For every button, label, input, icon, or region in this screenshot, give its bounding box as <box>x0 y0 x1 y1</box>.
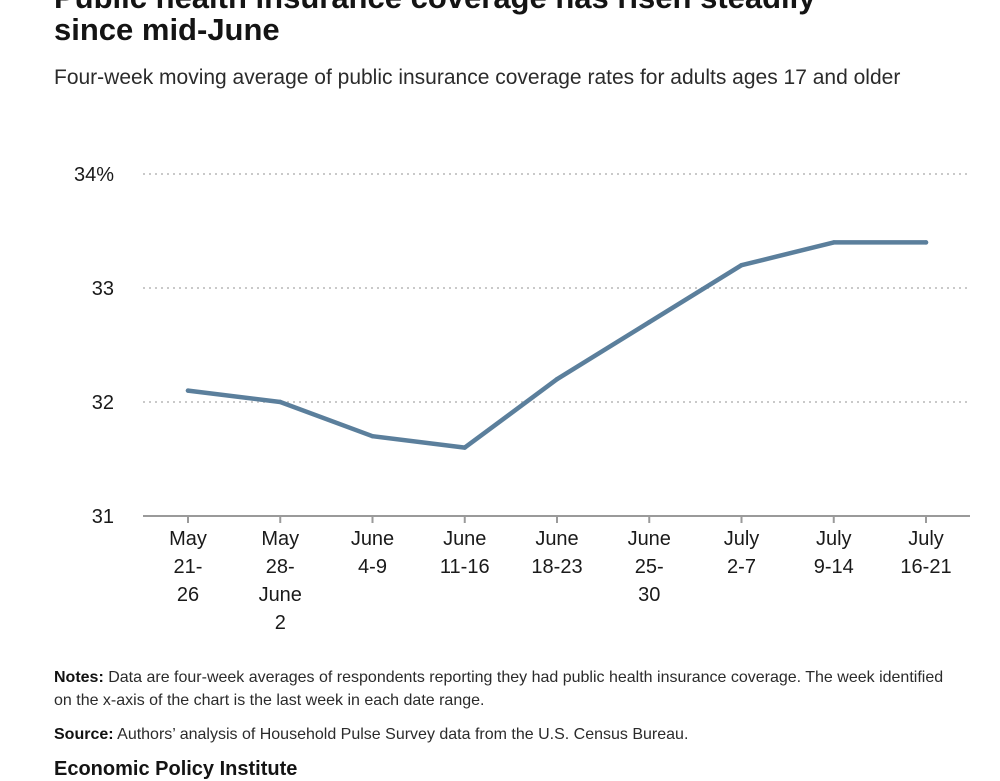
x-tick-label: July 2-7 <box>724 528 760 578</box>
series-layer <box>185 240 929 450</box>
source-label: Source: <box>54 726 114 743</box>
x-tick-label: May 21-26 <box>169 528 207 606</box>
line-chart: 31 32 33 34% May 21-26 May 28-June 2 June 4-9 June… <box>74 164 970 634</box>
data-point <box>831 240 836 245</box>
data-point <box>185 388 191 393</box>
x-tick-label: June 4-9 <box>351 528 394 578</box>
x-tick-label: May 28-June 2 <box>259 528 302 634</box>
notes-text: Data are four-week averages of responden… <box>54 669 944 709</box>
chart-notes: Notes: Data are four-week averages of re… <box>54 666 954 712</box>
y-axis-ticks: 31 32 33 34% <box>74 164 114 528</box>
data-point <box>370 434 375 439</box>
organization-name: Economic Policy Institute <box>54 758 298 780</box>
x-tick-label: June 11-16 <box>440 528 490 578</box>
chart-title-line-1: Public health insurance coverage has ris… <box>54 0 816 16</box>
x-axis-ticks: May 21-26 May 28-June 2 June 4-9 June 11-16 June 1… <box>169 516 952 634</box>
x-tick-label: June 18-23 <box>531 528 582 578</box>
gridlines <box>143 173 970 517</box>
x-tick-label: July 9-14 <box>814 528 854 578</box>
y-tick-label: 33 <box>92 278 114 300</box>
data-point <box>554 377 560 382</box>
x-tick-label: July 16-21 <box>900 528 951 578</box>
chart-source: Source: Authors’ analysis of Household P… <box>54 723 954 746</box>
data-point <box>462 445 467 450</box>
x-tick-label: June 25-30 <box>628 528 671 606</box>
chart-subtitle: Four-week moving average of public insur… <box>54 66 901 89</box>
y-tick-label: 32 <box>92 392 114 414</box>
data-point <box>923 240 929 245</box>
source-text: Authors’ analysis of Household Pulse Sur… <box>113 726 689 743</box>
series-line <box>185 240 929 450</box>
data-point <box>278 399 283 405</box>
y-tick-label: 34% <box>74 164 114 186</box>
notes-label: Notes: <box>54 669 104 686</box>
y-tick-label: 31 <box>92 506 114 528</box>
data-point <box>647 320 652 325</box>
chart-title-line-2: since mid-June <box>54 12 280 47</box>
data-point <box>739 263 744 268</box>
